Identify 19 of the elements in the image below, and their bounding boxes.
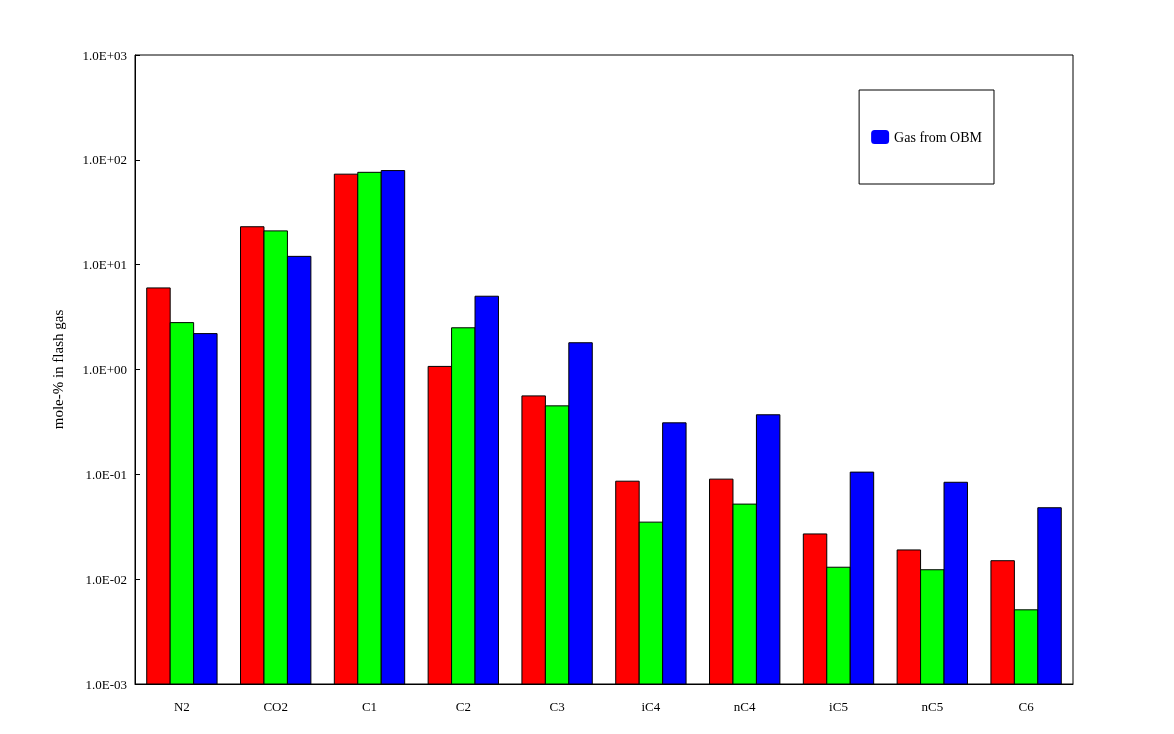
x-tick-label: C6 [1018, 699, 1035, 714]
y-tick-label: 1.0E+00 [82, 362, 127, 377]
y-axis-title: mole-% in flash gas [49, 309, 66, 430]
y-tick-label: 1.0E-02 [85, 571, 127, 587]
y-tick-label: 1.0E-03 [85, 676, 127, 692]
x-tick-label: nC4 [733, 699, 757, 714]
x-tick-label: C2 [455, 699, 471, 714]
x-tick-label: C1 [361, 699, 378, 714]
x-tick-label: iC5 [829, 699, 848, 714]
x-tick-label: N2 [173, 699, 190, 714]
x-tick-label: CO2 [263, 699, 288, 714]
y-tick-label: 1.0E+01 [82, 257, 127, 273]
y-tick-label: 1.0E+03 [82, 47, 127, 63]
y-tick-label: 1.0E+02 [82, 152, 127, 168]
x-tick-label: nC5 [921, 699, 944, 714]
x-tick-label: C3 [549, 699, 565, 714]
x-tick-label: iC4 [641, 699, 661, 714]
y-tick-label: 1.0E-01 [85, 466, 127, 482]
legend-label: Gas from OBM [894, 129, 983, 145]
